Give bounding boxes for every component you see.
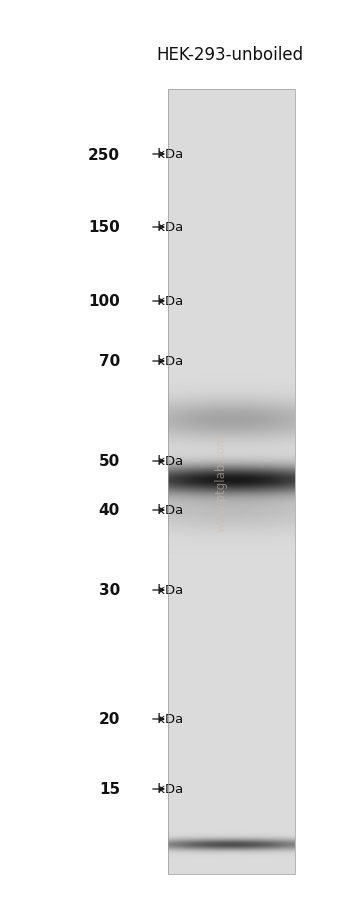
Text: 150: 150 bbox=[88, 220, 120, 235]
Text: HEK-293-unboiled: HEK-293-unboiled bbox=[156, 46, 303, 64]
Text: kDa: kDa bbox=[153, 504, 183, 517]
Text: 20: 20 bbox=[99, 712, 120, 727]
Text: kDa: kDa bbox=[153, 355, 183, 368]
Text: 250: 250 bbox=[88, 147, 120, 162]
Text: www.ptglab.com: www.ptglab.com bbox=[215, 433, 228, 531]
Text: 40: 40 bbox=[99, 503, 120, 518]
Text: 70: 70 bbox=[99, 354, 120, 369]
Text: kDa: kDa bbox=[153, 148, 183, 161]
Text: 100: 100 bbox=[88, 294, 120, 309]
Text: kDa: kDa bbox=[153, 295, 183, 308]
Text: 50: 50 bbox=[99, 454, 120, 469]
Text: kDa: kDa bbox=[153, 455, 183, 468]
Text: kDa: kDa bbox=[153, 221, 183, 235]
Text: kDa: kDa bbox=[153, 713, 183, 726]
Text: 15: 15 bbox=[99, 782, 120, 796]
Text: kDa: kDa bbox=[153, 584, 183, 597]
Bar bbox=[168, 90, 295, 874]
Text: 30: 30 bbox=[99, 583, 120, 598]
Text: kDa: kDa bbox=[153, 783, 183, 796]
